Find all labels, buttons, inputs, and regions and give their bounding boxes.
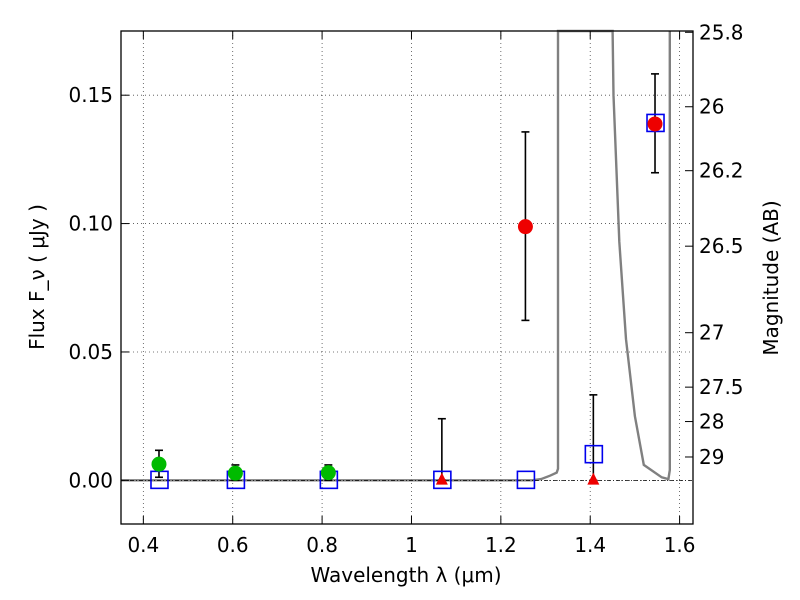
green-circle-marker [227,465,243,481]
x-axis-label: Wavelength λ (μm) [310,563,501,587]
y-tick-label: 0.00 [68,468,113,492]
right-tick-label: 26.5 [699,234,744,258]
right-axis-label: Magnitude (AB) [759,200,783,355]
x-tick-label: 1.2 [485,533,517,557]
right-tick-label: 27 [699,321,724,345]
y-tick-label: 0.10 [68,212,113,236]
x-tick-label: 1 [405,533,418,557]
red-triangle-marker [435,472,448,485]
blue-square-marker [516,470,536,490]
x-tick-label: 1.4 [574,533,606,557]
x-axis: 0.4 0.6 0.8 1 1.2 1.4 1.6 [127,31,696,557]
y-axis-right: 25.8 26 26.2 26.5 27 27.5 28 29 [685,20,744,469]
red-circle-marker [647,116,663,132]
right-tick-label: 27.5 [699,375,744,399]
x-tick-label: 0.6 [217,533,249,557]
y-tick-label: 0.05 [68,340,113,364]
right-tick-label: 28 [699,410,724,434]
y-tick-label: 0.15 [68,83,113,107]
x-tick-label: 0.4 [127,533,159,557]
y-axis-label: Flux F_ν ( μJy ) [25,204,49,350]
right-tick-label: 26 [699,95,724,119]
right-tick-label: 26.2 [699,159,744,183]
green-circle-marker [320,465,336,481]
green-circle-marker [151,456,167,472]
right-tick-label: 25.8 [699,20,744,44]
red-triangle-marker [587,472,600,485]
blue-square-marker [584,444,604,464]
red-circle-marker [517,219,533,235]
plot-background [121,31,693,524]
x-tick-label: 0.8 [306,533,338,557]
markers-group [150,113,665,490]
x-tick-label: 1.6 [664,533,696,557]
grid-lines [121,31,693,524]
blue-square-marker [433,470,452,490]
y-axis-left: 0.00 0.05 0.10 0.15 [68,83,129,492]
blue-square-marker [646,113,665,133]
plot-frame [120,30,694,525]
right-tick-label: 29 [699,445,724,469]
